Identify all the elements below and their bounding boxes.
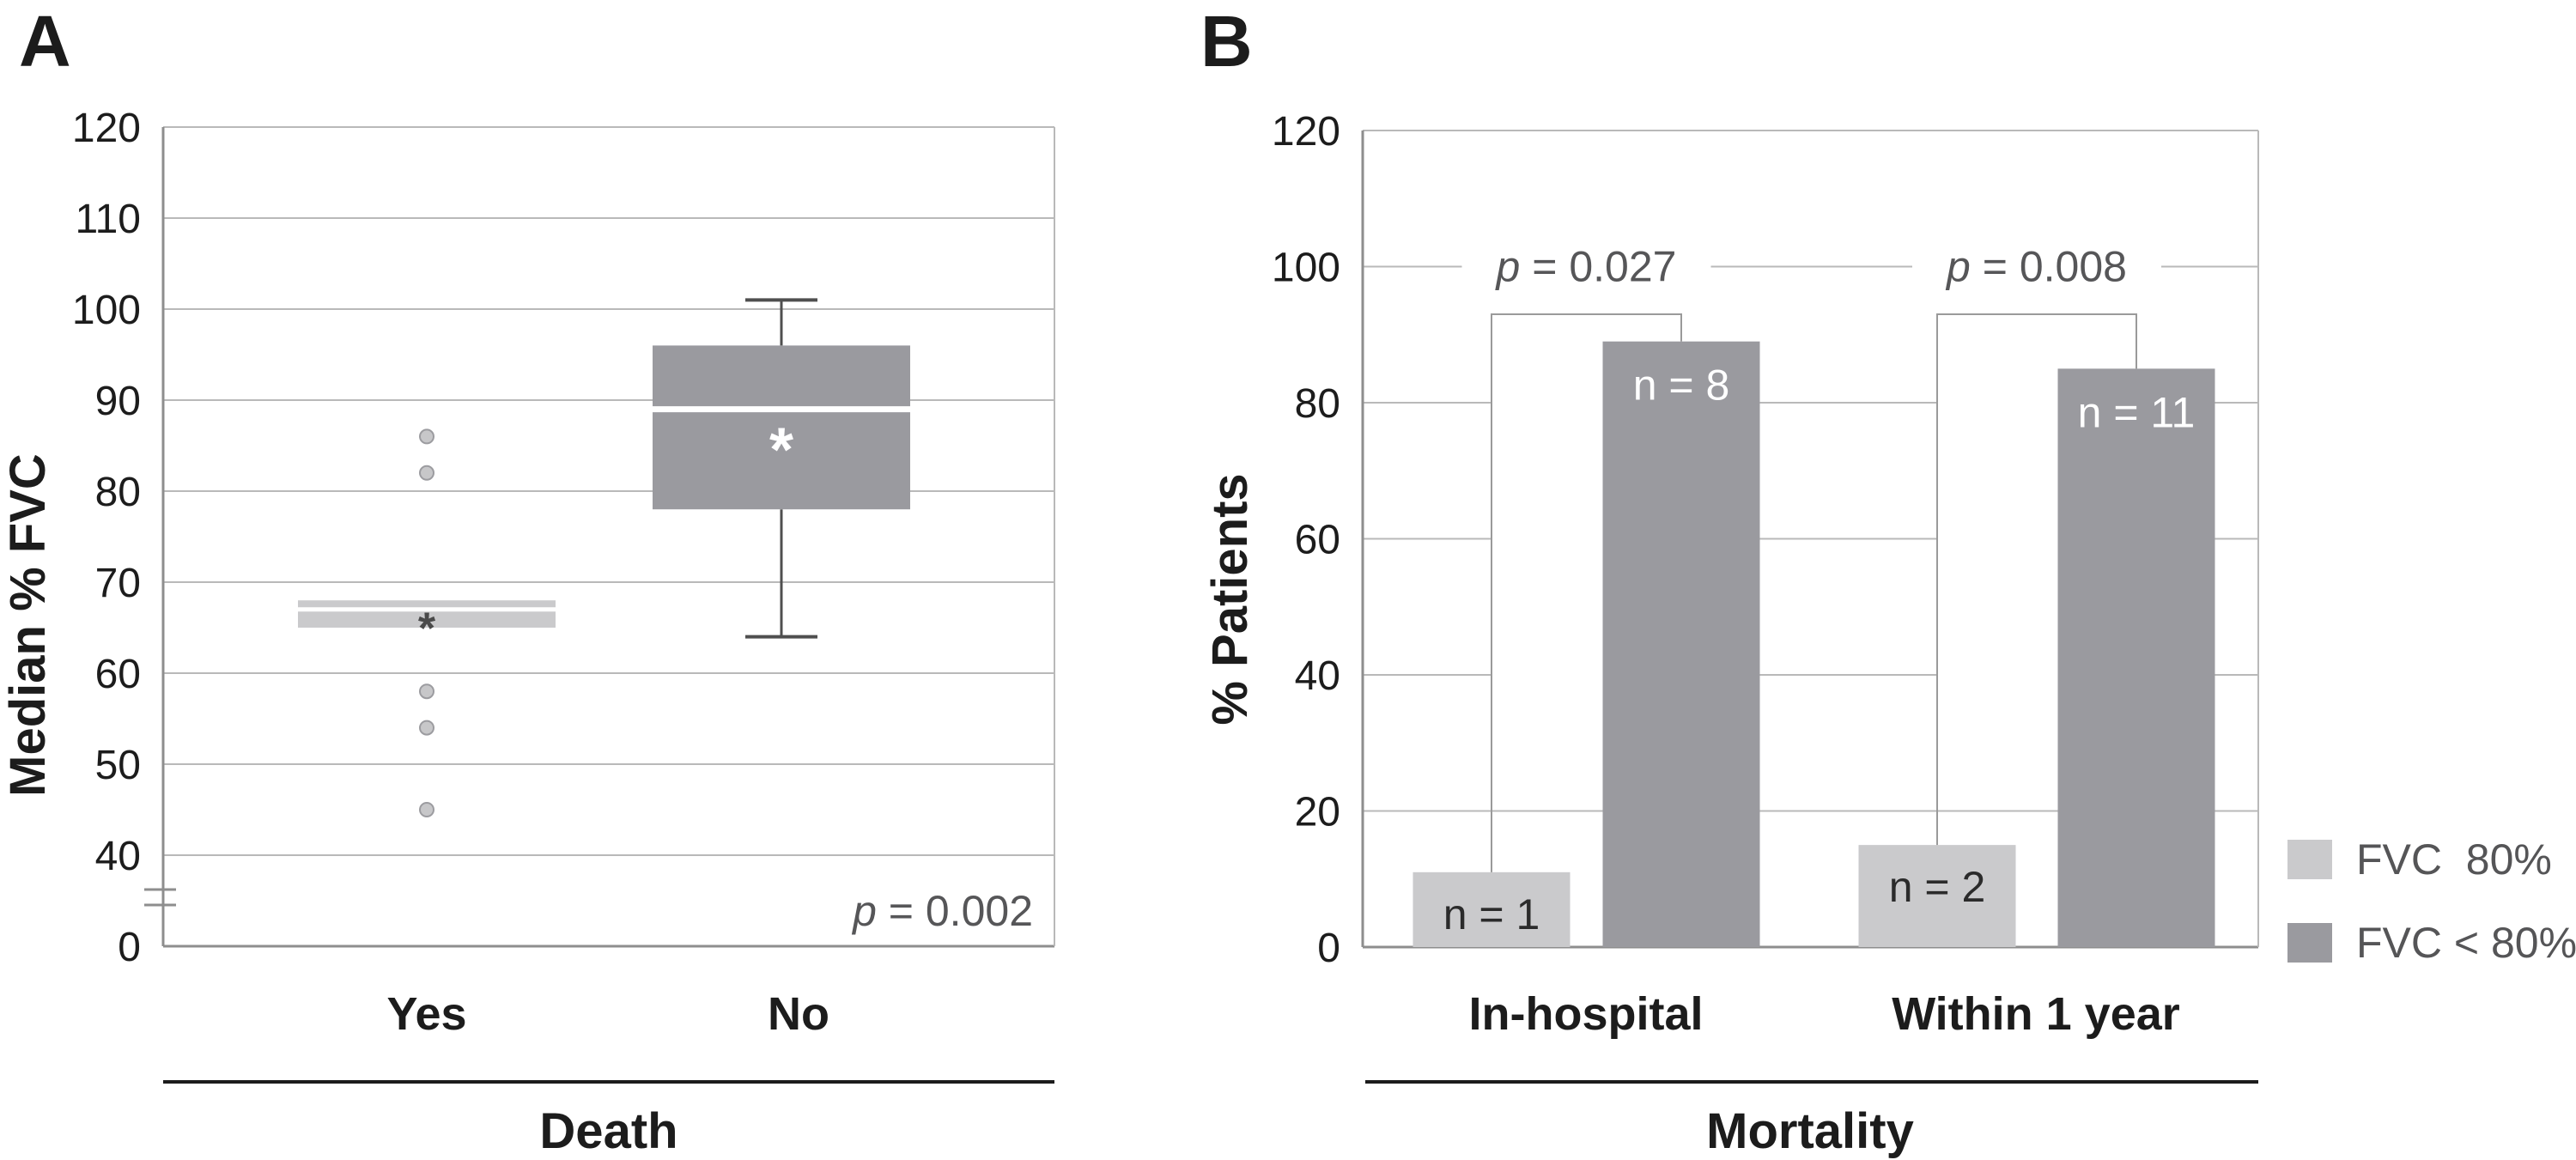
- p-label-background: [1912, 235, 2161, 298]
- bar-fvc-ge-80: [1413, 872, 1571, 947]
- outlier-dot: [419, 428, 434, 445]
- legend-entry-fvc-lt-80: FVC < 80%: [2287, 918, 2576, 968]
- y-tick-label: 100: [1272, 246, 1340, 291]
- box-yes: [298, 600, 556, 628]
- mean-star-no: *: [769, 416, 793, 484]
- bar-count-label: n = 1: [1443, 890, 1540, 938]
- bar-count-label: n = 11: [2078, 388, 2196, 436]
- outlier-dot: [419, 802, 434, 817]
- bar-count-label: n = 8: [1633, 361, 1730, 410]
- p-value-label: p = 0.008: [1945, 243, 2127, 291]
- p-value-label: p = 0.027: [1495, 243, 1677, 291]
- legend: FVC 80% FVC < 80%: [2287, 835, 2576, 968]
- legend-label-fvc-ge-80: FVC 80%: [2356, 835, 2552, 884]
- box-no: [653, 345, 910, 510]
- y-tick-label: 80: [1295, 381, 1340, 427]
- y-tick-label: 100: [72, 288, 141, 333]
- significance-bracket: [1936, 313, 2137, 846]
- outlier-dot: [419, 683, 434, 700]
- y-tick-label: 70: [95, 561, 141, 606]
- y-tick-label: 110: [75, 197, 141, 242]
- mortality-axis-line: [1365, 1080, 2258, 1084]
- panel-a-letter: A: [19, 1, 71, 82]
- outlier-dot: [419, 720, 434, 736]
- death-axis-title: Death: [539, 1103, 678, 1159]
- p-label-background: [1461, 235, 1711, 298]
- death-axis-line: [163, 1080, 1054, 1084]
- legend-swatch-light: [2287, 840, 2332, 879]
- bar-fvc-lt-80: [2057, 368, 2215, 947]
- bar-chart: 0 20 40 60 80 100 120 p = 0.027 p = 0.008 n = 1 n …: [1272, 109, 2259, 971]
- boxplot-chart: 0 40 50 60 70 80 90 100 110 120 * * p = 0.002: [72, 106, 1055, 970]
- y-tick-label: 90: [95, 379, 141, 424]
- category-label-yes: Yes: [386, 988, 467, 1040]
- y-tick-label: 50: [95, 743, 141, 788]
- legend-label-fvc-lt-80: FVC < 80%: [2356, 919, 2576, 967]
- panel-b-y-axis-title: % Patients: [1202, 473, 1258, 726]
- bar-fvc-ge-80: [1858, 845, 2016, 947]
- outlier-dot: [419, 465, 434, 481]
- y-tick-label: 20: [1295, 790, 1340, 835]
- y-tick-label: 60: [1295, 518, 1340, 563]
- legend-entry-fvc-ge-80: FVC 80%: [2287, 835, 2576, 884]
- mortality-axis-title: Mortality: [1706, 1103, 1914, 1159]
- bar-count-label: n = 2: [1889, 863, 1986, 911]
- y-tick-label: 80: [95, 470, 141, 515]
- bar-fvc-lt-80: [1602, 341, 1760, 947]
- panel-b-letter: B: [1200, 1, 1253, 82]
- panel-a-y-axis-title: Median % FVC: [0, 453, 56, 797]
- category-label-no: No: [768, 988, 829, 1040]
- y-tick-label: 0: [118, 925, 141, 970]
- y-tick-label: 0: [1317, 926, 1340, 971]
- y-tick-label: 60: [95, 652, 141, 697]
- y-tick-label: 120: [72, 106, 141, 151]
- y-tick-label: 120: [1272, 109, 1340, 155]
- category-label-within-1-year: Within 1 year: [1892, 988, 2180, 1040]
- y-tick-label: 40: [95, 834, 141, 879]
- p-value-annotation: p = 0.002: [851, 887, 1033, 935]
- mean-star-yes: *: [418, 604, 436, 653]
- category-label-in-hospital: In-hospital: [1468, 988, 1704, 1040]
- significance-bracket: [1491, 313, 1682, 872]
- y-tick-label: 40: [1295, 653, 1340, 699]
- legend-swatch-dark: [2287, 923, 2332, 963]
